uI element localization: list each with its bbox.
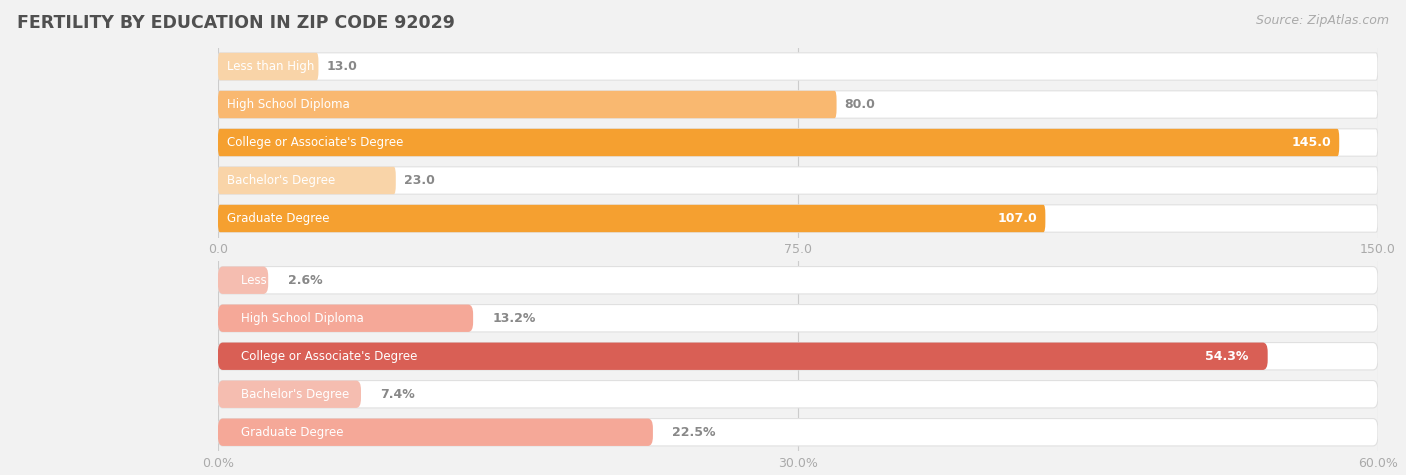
FancyBboxPatch shape <box>218 342 1268 370</box>
Text: 107.0: 107.0 <box>998 212 1038 225</box>
FancyBboxPatch shape <box>218 205 1378 232</box>
FancyBboxPatch shape <box>218 91 1378 118</box>
Text: Graduate Degree: Graduate Degree <box>228 212 330 225</box>
Text: 22.5%: 22.5% <box>672 426 716 439</box>
Text: College or Associate's Degree: College or Associate's Degree <box>228 136 404 149</box>
Text: 145.0: 145.0 <box>1292 136 1331 149</box>
FancyBboxPatch shape <box>218 205 1045 232</box>
Text: Less than High School: Less than High School <box>242 274 371 287</box>
FancyBboxPatch shape <box>218 167 1378 194</box>
Text: 7.4%: 7.4% <box>380 388 415 401</box>
Text: Bachelor's Degree: Bachelor's Degree <box>228 174 336 187</box>
Text: 2.6%: 2.6% <box>287 274 322 287</box>
FancyBboxPatch shape <box>218 342 1378 370</box>
FancyBboxPatch shape <box>218 53 318 80</box>
Text: 23.0: 23.0 <box>404 174 434 187</box>
FancyBboxPatch shape <box>218 167 396 194</box>
Text: Source: ZipAtlas.com: Source: ZipAtlas.com <box>1256 14 1389 27</box>
FancyBboxPatch shape <box>218 129 1339 156</box>
Text: High School Diploma: High School Diploma <box>242 312 364 325</box>
Text: 13.0: 13.0 <box>326 60 357 73</box>
FancyBboxPatch shape <box>218 380 361 408</box>
FancyBboxPatch shape <box>218 91 837 118</box>
Text: 80.0: 80.0 <box>844 98 875 111</box>
Text: FERTILITY BY EDUCATION IN ZIP CODE 92029: FERTILITY BY EDUCATION IN ZIP CODE 92029 <box>17 14 454 32</box>
Text: High School Diploma: High School Diploma <box>228 98 350 111</box>
Text: 54.3%: 54.3% <box>1205 350 1249 363</box>
FancyBboxPatch shape <box>218 53 1378 80</box>
FancyBboxPatch shape <box>218 129 1378 156</box>
Text: Bachelor's Degree: Bachelor's Degree <box>242 388 349 401</box>
FancyBboxPatch shape <box>218 418 652 446</box>
Text: Graduate Degree: Graduate Degree <box>242 426 343 439</box>
FancyBboxPatch shape <box>218 418 1378 446</box>
FancyBboxPatch shape <box>218 266 269 294</box>
Text: 13.2%: 13.2% <box>492 312 536 325</box>
FancyBboxPatch shape <box>218 304 1378 332</box>
FancyBboxPatch shape <box>218 304 472 332</box>
Text: College or Associate's Degree: College or Associate's Degree <box>242 350 418 363</box>
Text: Less than High School: Less than High School <box>228 60 357 73</box>
FancyBboxPatch shape <box>218 266 1378 294</box>
FancyBboxPatch shape <box>218 380 1378 408</box>
